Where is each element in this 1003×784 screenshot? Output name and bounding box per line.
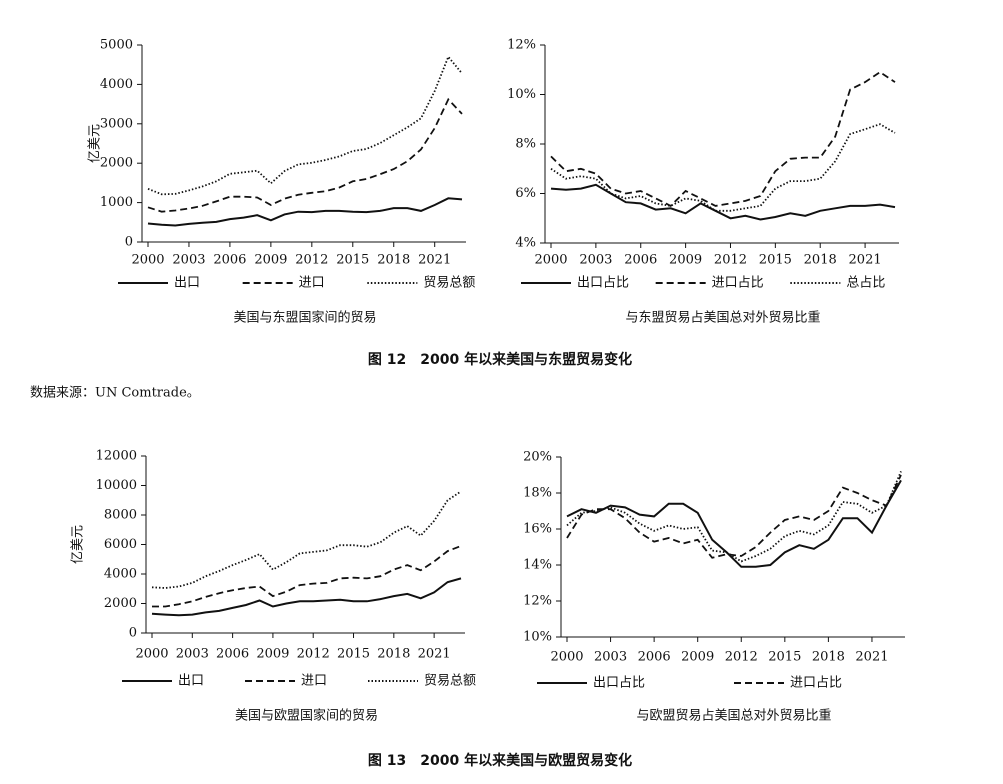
legend-label: 总占比 [846,276,885,291]
y-tick-label: 3000 [100,116,133,131]
y-tick-label: 12% [507,38,536,53]
chart-title: 与东盟贸易占美国总对外贸易比重 [625,310,820,326]
x-tick-label: 2000 [550,650,583,665]
x-tick-label: 2006 [216,647,249,662]
x-tick-label: 2012 [725,650,758,665]
legend-label: 出口 [174,276,200,291]
x-tick-label: 2009 [254,253,287,268]
source-note: 数据来源：UN Comtrade。 [30,386,200,401]
legend-label: 贸易总额 [423,276,475,291]
y-tick-label: 8000 [104,508,137,523]
x-tick-label: 2003 [172,253,205,268]
legend-label: 进口 [301,674,327,689]
x-tick-label: 2012 [714,253,747,268]
x-tick-label: 2009 [256,647,289,662]
line-series [151,577,462,617]
y-tick-label: 0 [125,235,133,250]
x-tick-label: 2003 [594,650,627,665]
y-tick-label: 4000 [100,77,133,92]
chart-title: 与欧盟贸易占美国总对外贸易比重 [636,708,831,724]
y-tick-label: 4% [515,236,536,251]
x-tick-label: 2003 [176,647,209,662]
line-series [550,123,896,212]
x-tick-label: 2015 [337,647,370,662]
x-tick-label: 2021 [849,253,882,268]
y-tick-label: 10000 [96,478,137,493]
y-tick-label: 10% [523,630,552,645]
y-tick-label: 2000 [104,596,137,611]
y-axis-label: 亿美元 [88,124,103,163]
line-series [550,183,896,221]
line-series [147,97,463,213]
x-tick-label: 2000 [131,253,164,268]
x-tick-label: 2018 [377,253,410,268]
y-tick-label: 8% [515,137,536,152]
y-tick-label: 6000 [104,537,137,552]
legend-label: 出口 [178,674,204,689]
line-series [147,197,463,227]
line-series [147,55,463,196]
legend-label: 出口占比 [593,676,645,691]
x-tick-label: 2018 [377,647,410,662]
y-tick-label: 4000 [104,567,137,582]
x-tick-label: 2003 [579,253,612,268]
y-tick-label: 14% [523,558,552,573]
x-tick-label: 2000 [135,647,168,662]
line-series [550,71,896,207]
line-series [566,471,902,563]
figure-caption: 图 13 2000 年以来美国与欧盟贸易变化 [368,752,632,769]
y-tick-label: 0 [129,626,137,641]
y-tick-label: 10% [507,87,536,102]
x-tick-label: 2009 [681,650,714,665]
y-tick-label: 1000 [100,195,133,210]
y-tick-label: 20% [523,450,552,465]
y-axis-label: 亿美元 [71,525,86,564]
y-tick-label: 12000 [96,449,137,464]
chart-title: 美国与东盟国家间的贸易 [233,310,376,326]
x-tick-label: 2012 [297,647,330,662]
x-tick-label: 2015 [336,253,369,268]
y-tick-label: 6% [515,186,536,201]
y-tick-label: 12% [523,594,552,609]
x-tick-label: 2015 [759,253,792,268]
line-series [566,479,902,568]
x-tick-label: 2009 [669,253,702,268]
legend-label: 出口占比 [577,276,629,291]
chart-title: 美国与欧盟国家间的贸易 [235,708,378,724]
x-tick-label: 2006 [638,650,671,665]
y-tick-label: 5000 [100,38,133,53]
y-tick-label: 2000 [100,156,133,171]
line-series [566,474,902,559]
x-tick-label: 2006 [213,253,246,268]
y-tick-label: 18% [523,486,552,501]
x-tick-label: 2018 [812,650,845,665]
legend-label: 进口占比 [712,276,764,291]
x-tick-label: 2000 [534,253,567,268]
x-tick-label: 2021 [418,253,451,268]
line-series [151,490,462,589]
legend-label: 进口占比 [790,676,842,691]
figure-caption: 图 12 2000 年以来美国与东盟贸易变化 [368,351,632,368]
legend-label: 贸易总额 [424,674,476,689]
x-tick-label: 2015 [768,650,801,665]
x-tick-label: 2021 [855,650,888,665]
x-tick-label: 2006 [624,253,657,268]
x-tick-label: 2021 [418,647,451,662]
x-tick-label: 2012 [295,253,328,268]
line-series [152,545,462,608]
legend-label: 进口 [299,276,325,291]
y-tick-label: 16% [523,522,552,537]
x-tick-label: 2018 [804,253,837,268]
